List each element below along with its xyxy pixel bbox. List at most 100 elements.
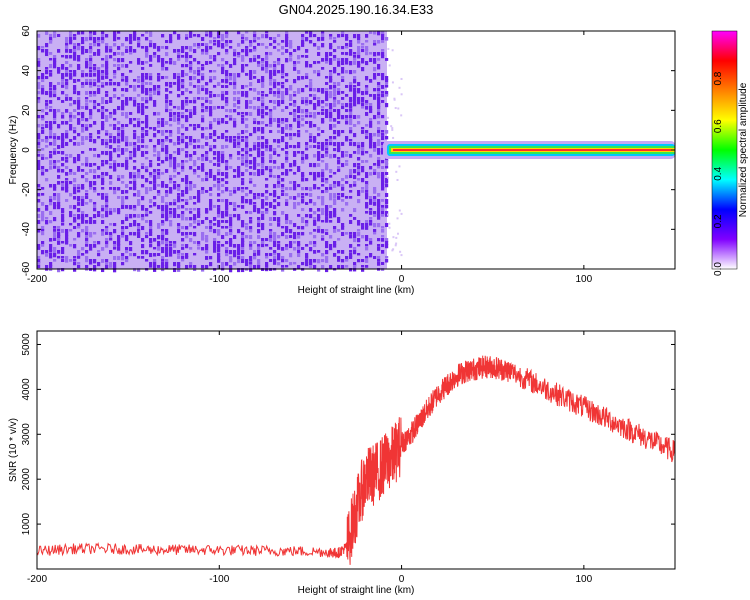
noise-cell bbox=[237, 169, 241, 174]
noise-cell bbox=[185, 184, 189, 188]
noise-cell bbox=[313, 223, 317, 226]
noise-cell bbox=[77, 46, 81, 51]
noise-cell bbox=[277, 121, 281, 124]
noise-cell bbox=[189, 157, 193, 162]
noise-cell bbox=[225, 250, 229, 254]
noise-cell bbox=[189, 238, 193, 243]
noise-cell bbox=[41, 124, 45, 127]
noise-cell bbox=[117, 64, 121, 67]
noise-cell bbox=[321, 178, 325, 183]
noise-cell bbox=[269, 145, 273, 148]
noise-cell bbox=[217, 250, 221, 253]
noise-cell bbox=[209, 172, 213, 176]
noise-cell bbox=[301, 154, 305, 158]
noise-cell bbox=[69, 229, 73, 232]
noise-cell bbox=[117, 106, 121, 111]
noise-cell bbox=[145, 220, 149, 223]
noise-cell bbox=[225, 232, 229, 236]
noise-cell bbox=[293, 67, 297, 71]
noise-cell bbox=[301, 208, 305, 212]
noise-cell bbox=[137, 124, 141, 128]
noise-cell bbox=[197, 157, 201, 161]
noise-cell bbox=[81, 73, 85, 78]
noise-cell bbox=[325, 241, 329, 245]
noise-cell bbox=[37, 244, 41, 249]
noise-cell bbox=[45, 208, 49, 211]
noise-cell bbox=[165, 94, 169, 98]
noise-speckle bbox=[400, 77, 403, 80]
noise-cell bbox=[257, 196, 261, 200]
noise-cell bbox=[253, 202, 257, 205]
noise-cell bbox=[377, 91, 381, 95]
noise-cell bbox=[137, 169, 141, 173]
noise-cell bbox=[361, 142, 365, 146]
noise-cell bbox=[257, 229, 261, 234]
noise-cell bbox=[357, 253, 361, 256]
noise-cell bbox=[365, 187, 369, 191]
noise-cell bbox=[205, 190, 209, 193]
noise-cell bbox=[325, 220, 329, 223]
noise-cell bbox=[61, 268, 65, 272]
noise-speckle bbox=[399, 250, 402, 253]
noise-cell bbox=[121, 136, 125, 140]
noise-cell bbox=[341, 232, 345, 237]
noise-cell bbox=[181, 82, 185, 86]
noise-cell bbox=[225, 52, 229, 55]
noise-cell bbox=[161, 223, 165, 226]
noise-cell bbox=[109, 250, 113, 254]
noise-cell bbox=[225, 202, 229, 206]
noise-cell bbox=[57, 109, 61, 113]
y-tick-label: 5000 bbox=[21, 333, 32, 356]
noise-cell bbox=[325, 166, 329, 171]
noise-cell bbox=[337, 256, 341, 261]
noise-cell bbox=[337, 166, 341, 170]
noise-cell bbox=[201, 238, 205, 241]
noise-cell bbox=[277, 178, 281, 181]
noise-cell bbox=[257, 259, 261, 263]
noise-cell bbox=[369, 223, 373, 226]
noise-cell bbox=[285, 154, 289, 159]
noise-cell bbox=[293, 232, 297, 236]
noise-cell bbox=[341, 61, 345, 66]
noise-cell bbox=[205, 157, 209, 161]
noise-cell bbox=[225, 199, 229, 203]
noise-cell bbox=[293, 184, 297, 188]
noise-cell bbox=[333, 103, 337, 108]
noise-cell bbox=[113, 94, 117, 98]
noise-cell bbox=[269, 88, 273, 91]
noise-cell bbox=[133, 178, 137, 182]
noise-cell bbox=[145, 61, 149, 64]
noise-cell bbox=[45, 91, 49, 96]
noise-cell bbox=[49, 136, 53, 139]
noise-cell bbox=[77, 208, 81, 213]
noise-cell bbox=[321, 169, 325, 173]
noise-cell bbox=[381, 175, 385, 179]
noise-cell bbox=[133, 181, 137, 185]
noise-cell bbox=[333, 142, 337, 147]
noise-cell bbox=[293, 145, 297, 149]
noise-cell bbox=[109, 97, 113, 100]
noise-cell bbox=[97, 43, 101, 47]
noise-cell bbox=[325, 148, 329, 151]
noise-cell bbox=[369, 79, 373, 83]
noise-cell bbox=[385, 76, 389, 80]
noise-cell bbox=[241, 256, 245, 260]
noise-cell bbox=[289, 112, 293, 115]
noise-cell bbox=[129, 37, 133, 40]
noise-cell bbox=[121, 232, 125, 236]
noise-cell bbox=[205, 238, 209, 243]
noise-cell bbox=[45, 112, 49, 116]
noise-cell bbox=[61, 151, 65, 155]
noise-cell bbox=[105, 49, 109, 53]
noise-cell bbox=[269, 148, 273, 152]
noise-cell bbox=[329, 139, 333, 142]
noise-cell bbox=[265, 34, 269, 39]
noise-cell bbox=[325, 163, 329, 168]
noise-cell bbox=[225, 34, 229, 39]
noise-cell bbox=[373, 115, 377, 120]
noise-cell bbox=[181, 64, 185, 68]
noise-cell bbox=[345, 85, 349, 88]
noise-cell bbox=[349, 190, 353, 193]
noise-cell bbox=[321, 196, 325, 200]
noise-cell bbox=[297, 232, 301, 236]
